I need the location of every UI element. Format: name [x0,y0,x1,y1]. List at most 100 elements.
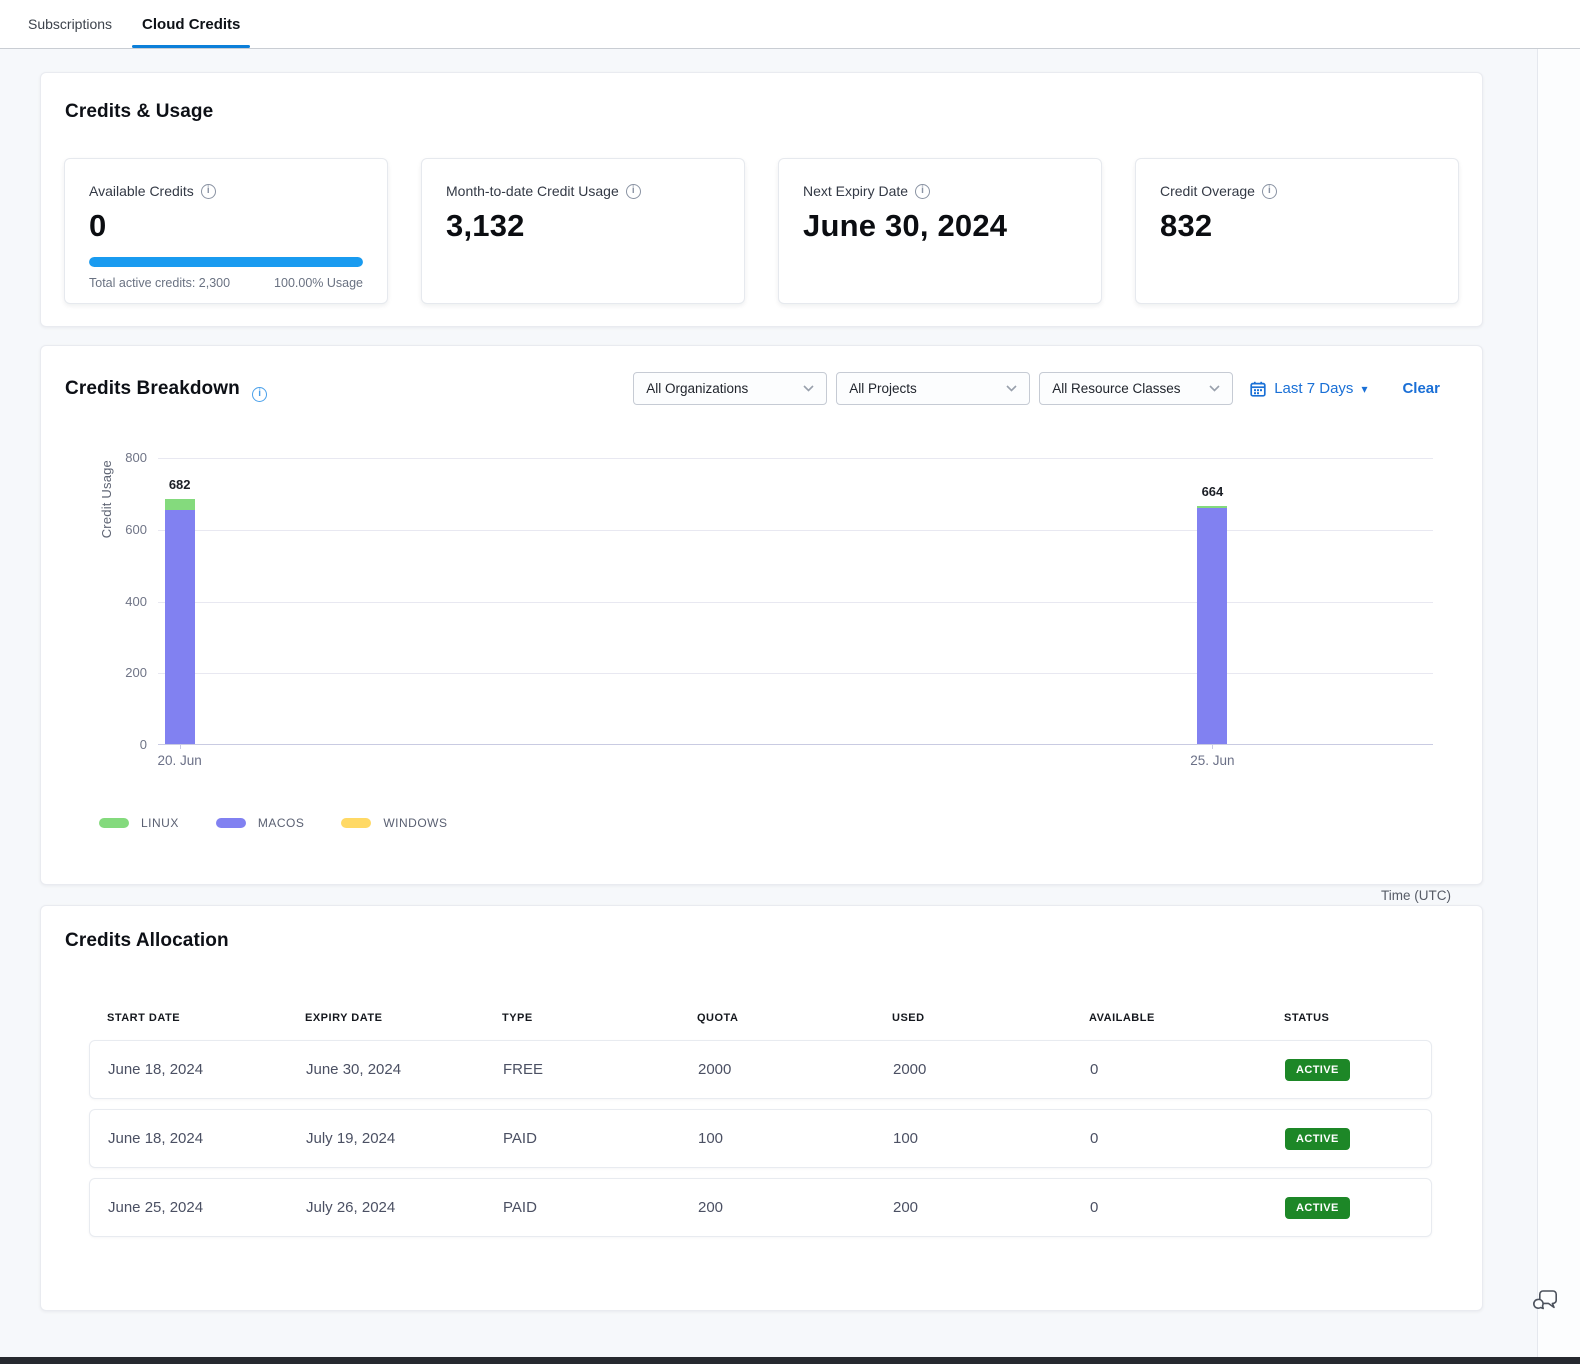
credits-breakdown-section: Credits Breakdown i All Organizations Al… [40,345,1483,903]
column-header-quota: QUOTA [697,1012,739,1024]
column-header-used: USED [892,1012,925,1024]
credits-progress-bar [89,257,363,267]
bar-segment-macos[interactable] [1197,507,1228,744]
cell-status: ACTIVE [1285,1127,1431,1150]
column-header-start-date: START DATE [107,1012,181,1024]
cell-expiry-date: June 30, 2024 [306,1061,402,1078]
projects-select-value: All Projects [849,381,917,396]
bar-total-label: 664 [1201,483,1224,499]
resource-classes-select[interactable]: All Resource Classes [1039,372,1234,405]
legend-label: MACOS [257,816,305,830]
bar-segment-linux[interactable] [1197,505,1228,508]
chat-bubbles-icon [1533,1290,1557,1310]
legend-label: WINDOWS [383,816,448,830]
status-badge: ACTIVE [1285,1058,1350,1081]
cell-used: 100 [893,1130,919,1147]
plan-tabs: Subscriptions Cloud Credits [0,0,1580,49]
organizations-select[interactable]: All Organizations [633,372,828,405]
cell-quota: 200 [698,1199,724,1216]
legend-swatch [215,818,246,828]
cell-used: 200 [893,1199,919,1216]
legend-item-linux[interactable]: LINUX [99,816,179,830]
credits-progress-footer: Total active credits: 2,300 100.00% Usag… [89,276,363,290]
chart-gridline [158,601,1433,603]
next-expiry-card: Next Expiry Date i June 30, 2024 [778,158,1102,304]
legend-item-windows[interactable]: WINDOWS [341,816,447,830]
usage-percentage: 100.00% Usage [274,276,363,290]
clear-filters-button[interactable]: Clear [1402,380,1440,397]
info-icon[interactable]: i [252,386,268,402]
credits-allocation-title: Credits Allocation [65,930,229,951]
cell-type: FREE [503,1061,544,1078]
resource-classes-select-value: All Resource Classes [1052,381,1181,396]
total-active-credits: Total active credits: 2,300 [89,276,231,290]
next-expiry-value: June 30, 2024 [803,208,1008,243]
bottom-bar [0,1357,1580,1364]
mtd-usage-label: Month-to-date Credit Usage i [446,183,720,199]
x-tick-label: 25. Jun [1190,753,1235,768]
column-header-available: AVAILABLE [1089,1012,1155,1024]
y-tick-label: 800 [125,450,147,465]
allocation-table-body: June 18, 2024 June 30, 2024 FREE 2000 2000 0 A… [89,1040,1432,1237]
bar-segment-macos[interactable] [164,510,195,744]
table-row: June 25, 2024 July 26, 2024 PAID 200 200 0 ACT… [89,1178,1432,1237]
x-tick-label: 20. Jun [157,753,202,768]
support-chat-button[interactable] [1530,1286,1560,1314]
table-row: June 18, 2024 June 30, 2024 FREE 2000 2000 0 A… [89,1040,1432,1099]
x-tick-mark [179,744,181,749]
x-tick-mark [1212,744,1214,749]
info-icon[interactable]: i [200,183,216,199]
breakdown-filters: All Organizations All Projects All Resou… [633,372,1458,405]
status-badge: ACTIVE [1285,1127,1350,1150]
cell-start-date: June 25, 2024 [108,1199,204,1216]
info-icon[interactable]: i [1261,183,1277,199]
available-credits-label: Available Credits i [89,183,363,199]
chart-legend: LINUX MACOS WINDOWS [99,816,448,830]
cell-used: 2000 [893,1061,927,1078]
legend-swatch [341,818,372,828]
y-tick-label: 200 [125,665,147,681]
legend-item-macos[interactable]: MACOS [215,816,305,830]
chart-bar[interactable]: 682 [164,458,195,744]
credit-overage-card: Credit Overage i 832 [1135,158,1459,304]
tab-cloud-credits[interactable]: Cloud Credits [132,0,251,48]
legend-label: LINUX [141,816,179,830]
legend-swatch [99,818,129,828]
cell-available: 0 [1090,1199,1099,1216]
credits-progress-fill [89,257,363,267]
stat-label-text: Month-to-date Credit Usage [446,183,619,199]
chevron-down-icon [1006,385,1017,392]
right-gutter [1537,49,1580,1357]
credits-usage-section: Credits & Usage Available Credits i 0 To… [40,72,1483,327]
info-icon[interactable]: i [625,183,641,199]
credits-breakdown-title-text: Credits Breakdown [65,378,240,399]
chart-bar[interactable]: 664 [1197,458,1228,744]
projects-select[interactable]: All Projects [836,372,1031,405]
allocation-table-header: START DATE EXPIRY DATE TYPE QUOTA USED A… [89,1012,1432,1024]
mtd-usage-card: Month-to-date Credit Usage i 3,132 [421,158,745,304]
cell-available: 0 [1090,1130,1099,1147]
cell-start-date: June 18, 2024 [108,1130,204,1147]
credit-overage-value: 832 [1160,208,1213,243]
chart-gridline [158,529,1433,531]
table-row: June 18, 2024 July 19, 2024 PAID 100 100 0 ACT… [89,1109,1432,1168]
y-tick-label: 600 [125,521,147,537]
column-header-type: TYPE [502,1012,533,1024]
bar-total-label: 682 [168,477,191,493]
chevron-down-icon [1209,385,1220,392]
y-tick-label: 400 [125,593,147,609]
credit-overage-label: Credit Overage i [1160,183,1434,199]
cell-status: ACTIVE [1285,1058,1431,1081]
status-badge: ACTIVE [1285,1196,1350,1219]
bar-segment-linux[interactable] [164,499,195,511]
credits-allocation-section: Credits Allocation START DATE EXPIRY DAT… [40,905,1483,1311]
date-range-value: Last 7 Days [1274,380,1354,397]
stat-label-text: Next Expiry Date [803,183,909,199]
credit-usage-chart: Credit Usage 0 200 400 600 800 682 20. Jun 664 2… [99,450,1433,768]
info-icon[interactable]: i [915,183,931,199]
column-header-status: STATUS [1284,1012,1330,1024]
tab-subscriptions[interactable]: Subscriptions [28,16,113,32]
available-credits-value: 0 [89,208,107,243]
date-range-button[interactable]: Last 7 Days ▾ [1250,380,1367,397]
cell-available: 0 [1090,1061,1099,1078]
